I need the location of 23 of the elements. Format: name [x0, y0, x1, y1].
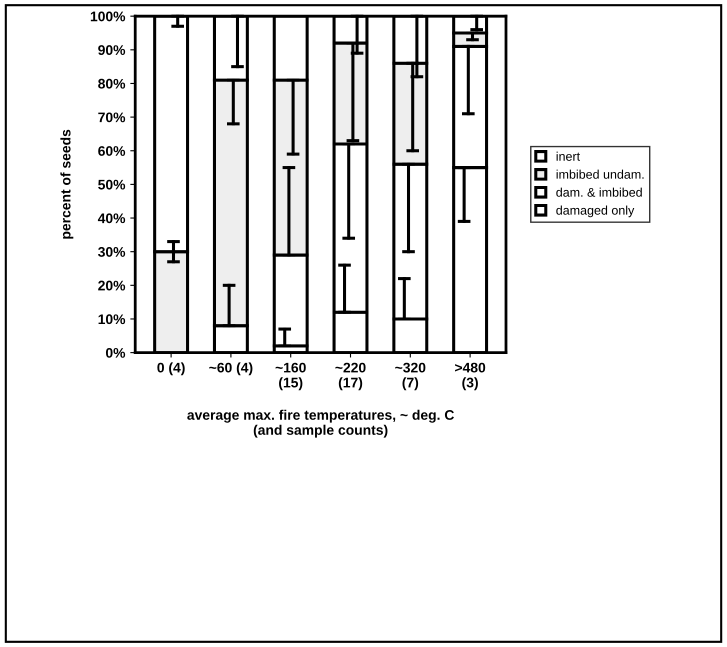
y-tick-label: 70%: [98, 112, 126, 122]
y-tick-label: 50%: [98, 180, 126, 190]
y-tick-label: 30%: [98, 247, 126, 257]
y-tick-label: 20%: [98, 280, 126, 290]
y-tick-label: 100%: [90, 12, 126, 22]
x-tick-label: ~320 (7): [395, 362, 426, 390]
legend-label: imbibed undam.: [556, 170, 644, 179]
legend-label: damaged only: [556, 206, 634, 218]
y-tick-label: 60%: [98, 146, 126, 156]
y-tick-label: 0%: [106, 348, 126, 358]
x-tick-label: ~60 (4): [209, 362, 252, 376]
legend-label: inert: [556, 152, 580, 161]
y-tick-label: 10%: [98, 314, 126, 324]
y-tick-label: 80%: [98, 78, 126, 89]
x-tick-label: >480 (3): [455, 362, 486, 390]
x-tick-label: ~220 (17): [335, 362, 366, 390]
x-axis-title: average max. fire temperatures, ~ deg. C (and sample counts): [187, 410, 454, 438]
y-tick-label: 90%: [98, 45, 126, 55]
x-tick-label: ~160 (15): [276, 362, 306, 390]
y-tick-label: 40%: [98, 213, 126, 224]
legend-label: dam. & imbibed: [556, 188, 642, 197]
y-axis-title: percent of seeds: [60, 130, 74, 239]
x-tick-label: 0 (4): [157, 362, 185, 376]
